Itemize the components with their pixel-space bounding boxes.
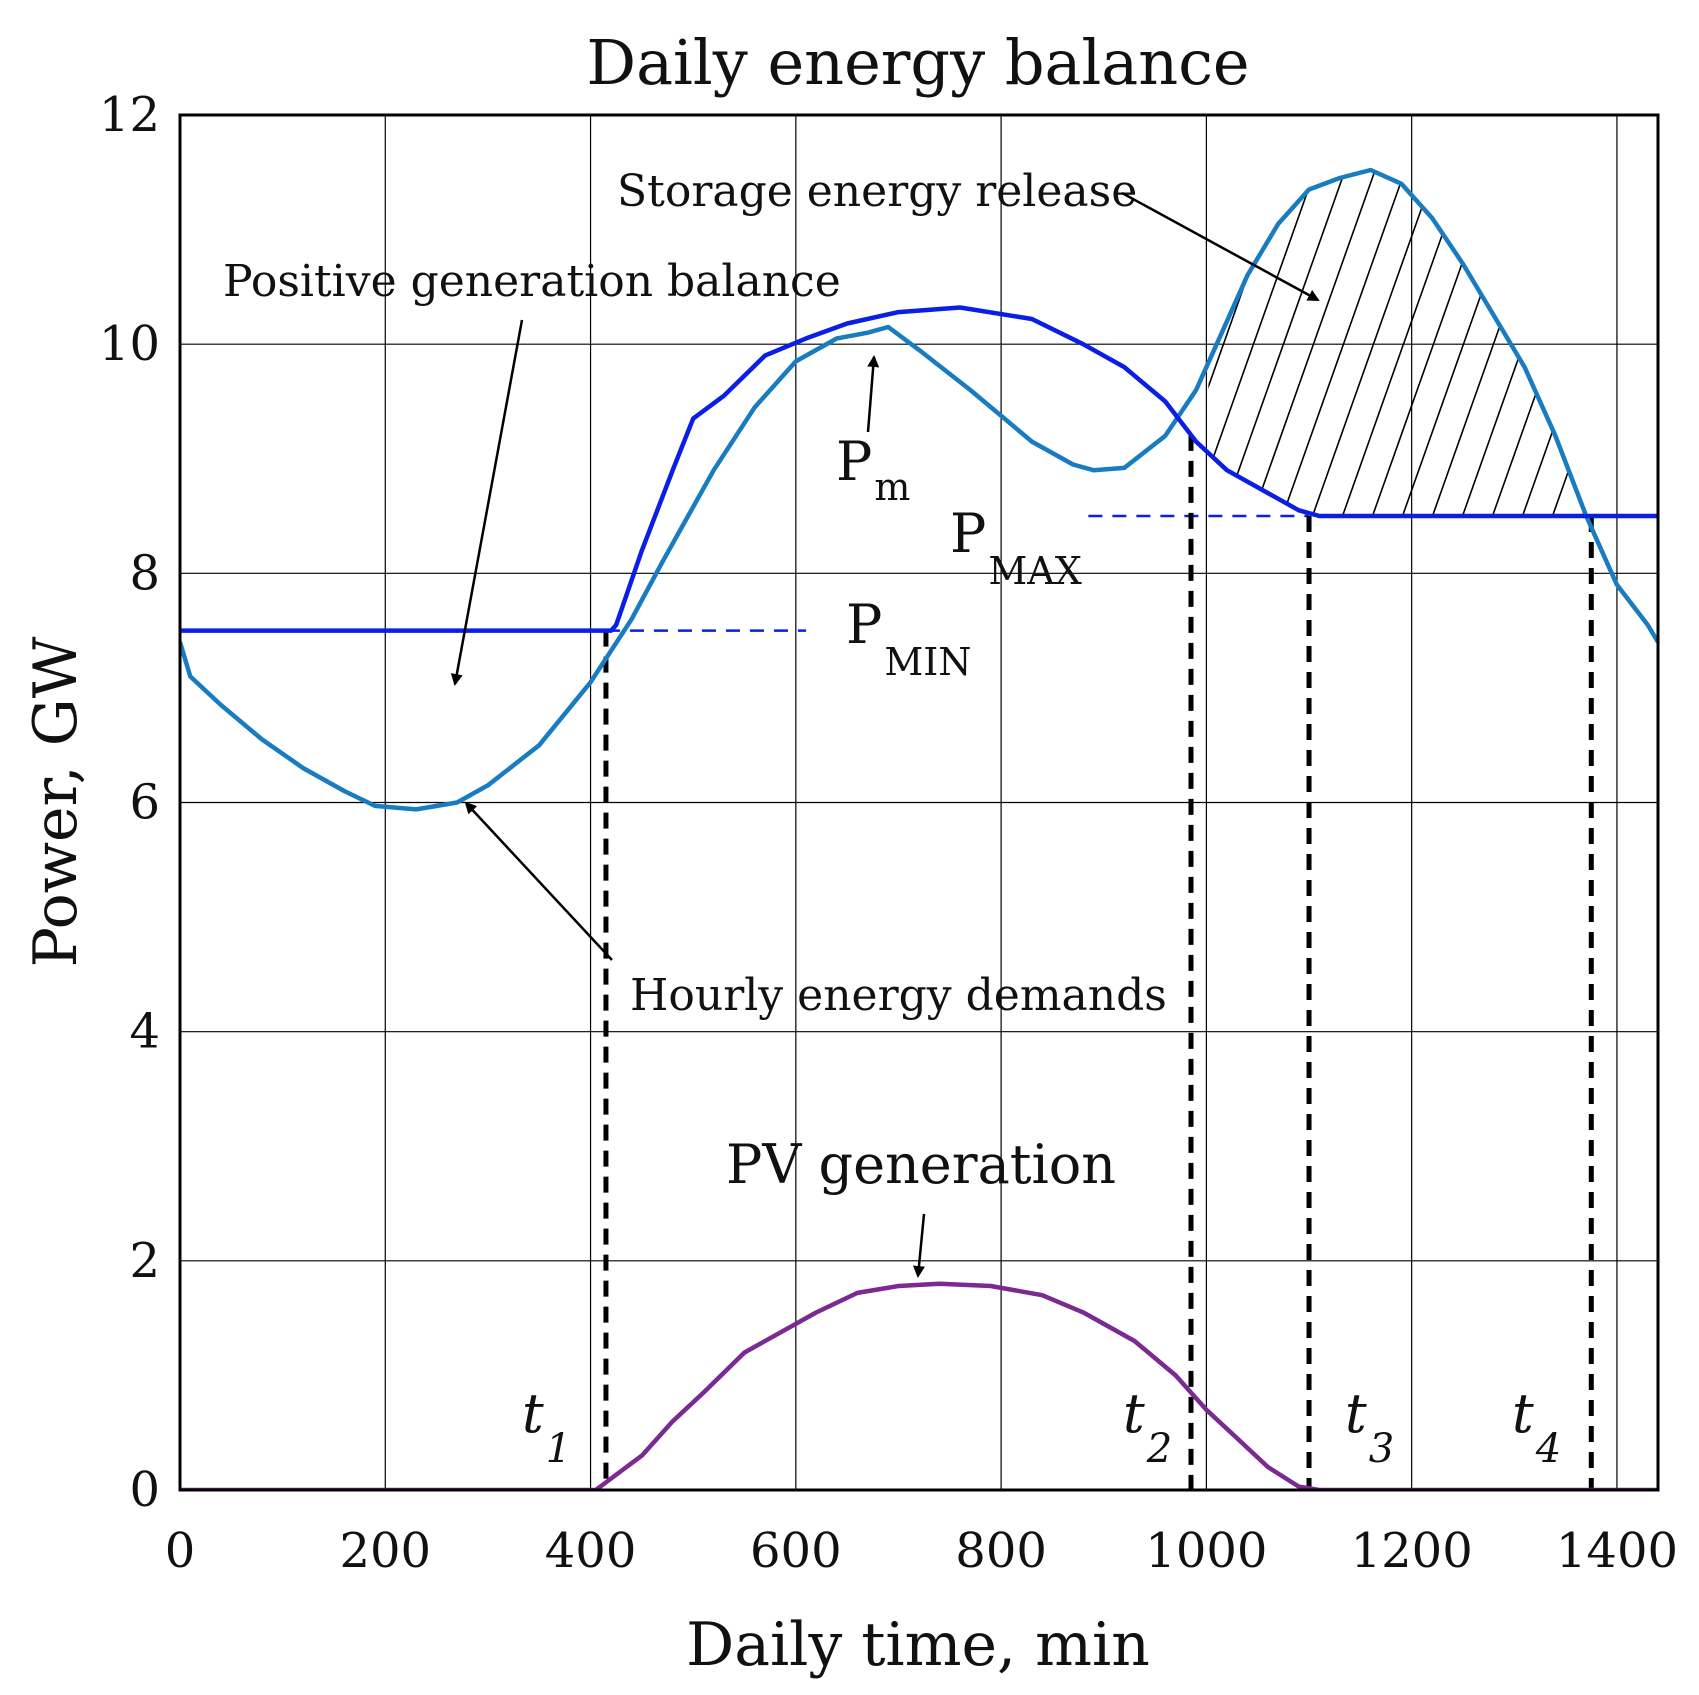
demands-arrow — [464, 801, 613, 961]
pmax-subscript: MAX — [988, 549, 1081, 593]
x-tick-labels: 0 200 400 600 800 1000 1200 1400 — [165, 1523, 1678, 1579]
x-axis-label: Daily time, min — [686, 1610, 1150, 1680]
t3-subscript: 3 — [1369, 1426, 1394, 1472]
t2-subscript: 2 — [1146, 1426, 1172, 1472]
x-tick-label: 200 — [339, 1523, 431, 1579]
positive-balance-label: Positive generation balance — [223, 256, 841, 307]
x-tick-label: 1200 — [1351, 1523, 1473, 1579]
y-tick-label: 2 — [129, 1233, 160, 1289]
storage-release-label: Storage energy release — [617, 166, 1137, 217]
storage-release-arrow — [1121, 191, 1320, 302]
chart-title: Daily energy balance — [586, 26, 1249, 99]
hatch-line — [1277, 170, 1410, 516]
y-tick-labels: 0 2 4 6 8 10 12 — [99, 87, 160, 1518]
pmin-subscript: MIN — [884, 640, 971, 684]
grid — [179, 114, 1658, 1491]
pmin-label: PMIN — [846, 593, 972, 684]
pmax-label: PMAX — [950, 502, 1082, 593]
y-tick-label: 4 — [129, 1004, 160, 1060]
t1-subscript: 1 — [546, 1426, 571, 1472]
demand-line — [180, 167, 1658, 812]
series-group — [180, 167, 1658, 1490]
x-tick-label: 800 — [955, 1523, 1047, 1579]
pm-arrow — [866, 355, 880, 433]
positive-balance-arrow — [450, 319, 524, 686]
hatch-line — [1247, 170, 1380, 516]
y-tick-label: 8 — [129, 545, 160, 601]
reference-lines — [603, 434, 1594, 1490]
y-tick-label: 0 — [129, 1462, 160, 1518]
x-tick-label: 1400 — [1556, 1523, 1678, 1579]
t3-label: t3 — [1345, 1382, 1394, 1472]
y-tick-label: 12 — [99, 87, 160, 143]
y-tick-label: 10 — [99, 316, 160, 372]
t4-subscript: 4 — [1535, 1426, 1561, 1472]
pv-arrow — [912, 1213, 926, 1278]
y-tick-label: 6 — [129, 775, 160, 831]
t2-label: t2 — [1123, 1382, 1172, 1472]
hatch-line — [1217, 170, 1350, 516]
pm-subscript: m — [874, 465, 910, 509]
x-tick-label: 0 — [165, 1523, 196, 1579]
x-tick-label: 1000 — [1145, 1523, 1267, 1579]
t1-label: t1 — [522, 1382, 571, 1472]
demands-label: Hourly energy demands — [630, 970, 1167, 1021]
y-axis-label: Power, GW — [21, 636, 91, 967]
x-tick-label: 600 — [750, 1523, 842, 1579]
x-tick-label: 400 — [545, 1523, 637, 1579]
pv-label: PV generation — [726, 1133, 1116, 1196]
t4-label: t4 — [1512, 1382, 1561, 1472]
pv-line — [180, 1281, 1658, 1490]
generation-line — [180, 305, 1658, 633]
pm-label: Pm — [836, 430, 910, 509]
hatch-line — [1307, 170, 1440, 516]
plot-frame — [178, 113, 1660, 1492]
